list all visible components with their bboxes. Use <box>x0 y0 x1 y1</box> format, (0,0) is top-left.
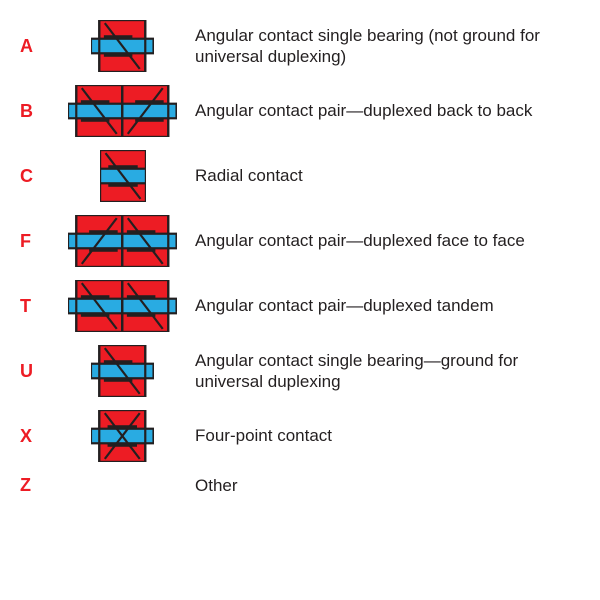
bearing-legend-row: B Angular contact pair—duplexed back to b… <box>20 85 580 137</box>
bearing-icon <box>60 280 185 332</box>
bearing-icon <box>60 150 185 202</box>
legend-letter: Z <box>20 475 60 496</box>
bearing-icon <box>60 85 185 137</box>
legend-letter: B <box>20 101 60 122</box>
bearing-legend-row: F Angular contact pair—duplexed face to f… <box>20 215 580 267</box>
legend-letter: A <box>20 36 60 57</box>
bearing-icon <box>60 20 185 72</box>
bearing-legend-row: T Angular contact pair—duplexed tandem <box>20 280 580 332</box>
legend-description: Angular contact pair—duplexed back to ba… <box>185 100 532 121</box>
legend-description: Angular contact pair—duplexed face to fa… <box>185 230 525 251</box>
bearing-legend-row: A Angular contact single bearing (not gro… <box>20 20 580 72</box>
legend-description: Angular contact pair—duplexed tandem <box>185 295 494 316</box>
bearing-legend-row: U Angular contact single bearing—ground f… <box>20 345 580 397</box>
legend-description: Angular contact single bearing—ground fo… <box>185 350 580 393</box>
legend-letter: T <box>20 296 60 317</box>
bearing-icon <box>60 345 185 397</box>
legend-description: Four-point contact <box>185 425 332 446</box>
legend-letter: X <box>20 426 60 447</box>
legend-description: Other <box>185 475 238 496</box>
legend-letter: C <box>20 166 60 187</box>
legend-letter: U <box>20 361 60 382</box>
legend-letter: F <box>20 231 60 252</box>
bearing-legend-row: Z Other <box>20 475 580 496</box>
legend-description: Radial contact <box>185 165 303 186</box>
bearing-icon <box>60 215 185 267</box>
bearing-icon <box>60 410 185 462</box>
legend-description: Angular contact single bearing (not grou… <box>185 25 580 68</box>
bearing-legend-row: C Radial contact <box>20 150 580 202</box>
bearing-legend-row: X Four-point contact <box>20 410 580 462</box>
